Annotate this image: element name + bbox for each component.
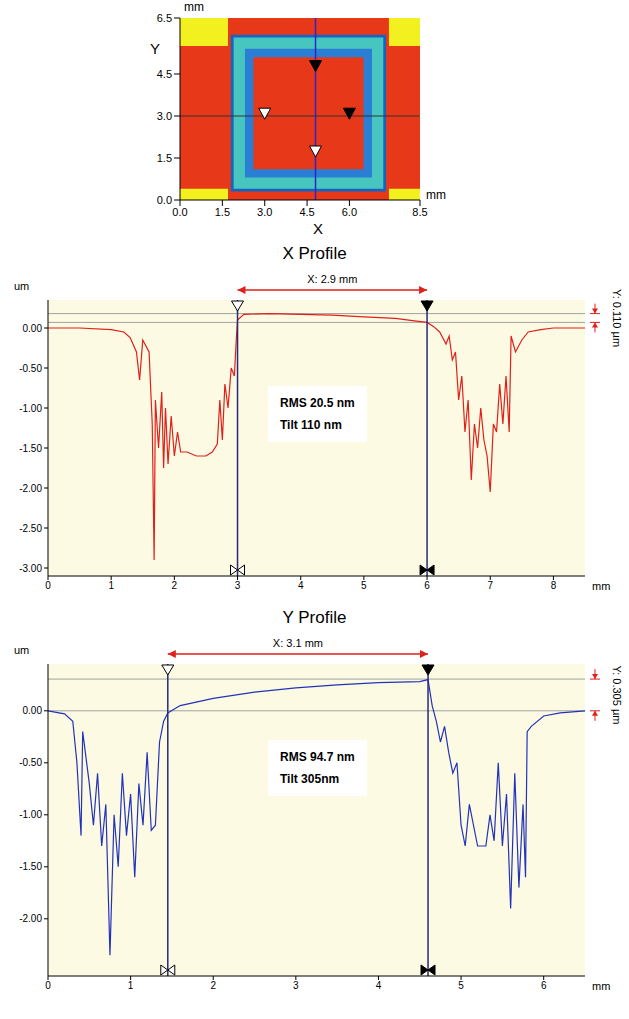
- svg-text:4: 4: [298, 580, 304, 591]
- svg-text:-2.50: -2.50: [19, 523, 42, 534]
- svg-text:Y: 0.110 µm: Y: 0.110 µm: [611, 289, 623, 347]
- html-text:mm: mm: [592, 580, 611, 592]
- svg-text:3.0: 3.0: [257, 206, 272, 218]
- svg-text:-0.50: -0.50: [19, 757, 42, 768]
- html-text:RMS 20.5 nm: RMS 20.5 nm: [280, 396, 355, 410]
- html-text:X Profile: X Profile: [282, 244, 347, 263]
- svg-text:8: 8: [551, 580, 557, 591]
- html-text:mm: mm: [426, 188, 446, 202]
- svg-text:6: 6: [424, 580, 430, 591]
- svg-text:-1.50: -1.50: [19, 443, 42, 454]
- svg-text:1.5: 1.5: [157, 152, 172, 164]
- svg-text:0.00: 0.00: [23, 705, 43, 716]
- html-text:Y: Y: [150, 40, 160, 57]
- svg-text:6.5: 6.5: [157, 12, 172, 24]
- html-text:X: X: [313, 220, 323, 237]
- svg-text:4.5: 4.5: [157, 68, 172, 80]
- svg-text:-1.00: -1.00: [19, 403, 42, 414]
- html-text:mm: mm: [592, 980, 611, 992]
- svg-text:4.5: 4.5: [299, 206, 314, 218]
- svg-text:2: 2: [210, 980, 216, 991]
- html-text:Tilt 305nm: Tilt 305nm: [280, 772, 340, 786]
- svg-text:-2.00: -2.00: [19, 483, 42, 494]
- svg-text:5: 5: [361, 580, 367, 591]
- svg-text:Y: 0.305 µm: Y: 0.305 µm: [611, 665, 623, 724]
- svg-text:-1.50: -1.50: [19, 861, 42, 872]
- svg-text:3.0: 3.0: [157, 110, 172, 122]
- svg-text:1: 1: [108, 580, 114, 591]
- html-text:Tilt 110 nm: Tilt 110 nm: [280, 418, 342, 432]
- svg-text:7: 7: [487, 580, 493, 591]
- svg-text:X: 2.9 mm: X: 2.9 mm: [307, 273, 357, 285]
- svg-text:0: 0: [45, 980, 51, 991]
- html-text:RMS 94.7 nm: RMS 94.7 nm: [280, 750, 355, 764]
- svg-text:0.0: 0.0: [157, 194, 172, 206]
- svg-text:4: 4: [376, 980, 382, 991]
- svg-text:5: 5: [458, 980, 464, 991]
- html-text:um: um: [14, 280, 30, 292]
- svg-text:6: 6: [541, 980, 547, 991]
- html-text:Y Profile: Y Profile: [282, 608, 347, 627]
- svg-text:2: 2: [172, 580, 178, 591]
- svg-text:-3.00: -3.00: [19, 563, 42, 574]
- html-text:um: um: [14, 644, 30, 656]
- svg-text:-2.00: -2.00: [19, 913, 42, 924]
- svg-text:0.00: 0.00: [23, 323, 43, 334]
- svg-text:X: 3.1 mm: X: 3.1 mm: [273, 637, 323, 649]
- svg-text:0: 0: [45, 580, 51, 591]
- svg-text:-0.50: -0.50: [19, 363, 42, 374]
- svg-text:1.5: 1.5: [215, 206, 230, 218]
- svg-text:8.5: 8.5: [412, 206, 427, 218]
- svg-text:6.0: 6.0: [342, 206, 357, 218]
- html-text:mm: mm: [184, 0, 204, 14]
- svg-text:1: 1: [128, 980, 134, 991]
- svg-text:3: 3: [293, 980, 299, 991]
- svg-text:0.0: 0.0: [172, 206, 187, 218]
- svg-text:3: 3: [235, 580, 241, 591]
- svg-text:-1.00: -1.00: [19, 809, 42, 820]
